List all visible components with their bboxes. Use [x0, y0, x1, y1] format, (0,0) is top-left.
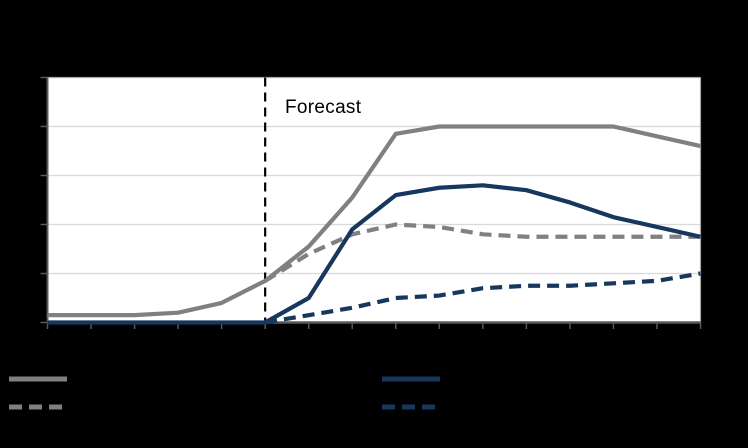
legend-item-gray-solid — [9, 375, 69, 383]
forecast-annotation: Forecast — [285, 97, 362, 118]
gray-dashed-line-swatch — [9, 404, 65, 410]
legend-item-gray-dashed — [9, 403, 69, 411]
legend-item-navy-dashed — [382, 403, 442, 411]
navy-solid-line-swatch — [382, 376, 440, 382]
legend — [0, 360, 748, 448]
gray-solid-line-swatch — [9, 376, 67, 382]
legend-item-navy-solid — [382, 375, 442, 383]
navy-dashed-line-swatch — [382, 404, 438, 410]
